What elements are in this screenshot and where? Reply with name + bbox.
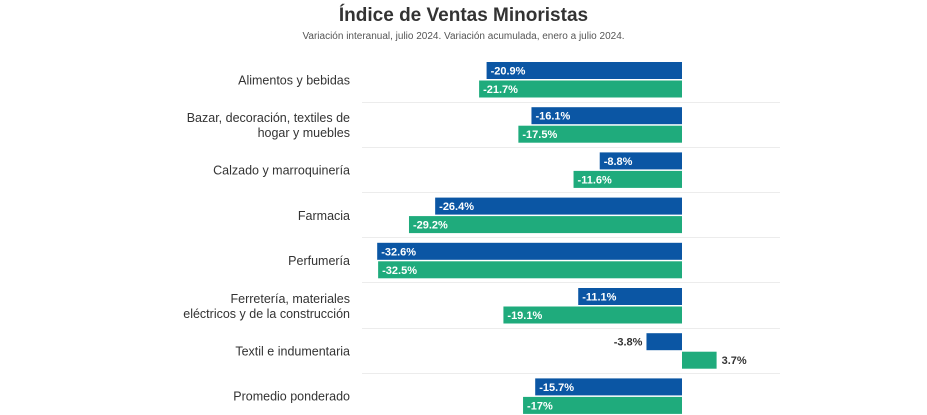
bar [531, 107, 682, 125]
data-label: -11.1% [582, 292, 616, 304]
data-label: -19.1% [507, 310, 542, 322]
category-label: Calzado y marroquinería [213, 164, 350, 178]
data-label: -32.5% [382, 265, 417, 277]
bar [435, 197, 682, 215]
data-label: -8.8% [604, 156, 633, 168]
bar [503, 306, 682, 324]
data-label: -29.2% [413, 220, 448, 232]
data-label: -21.7% [483, 84, 518, 96]
data-label: -32.6% [381, 246, 416, 258]
bar [535, 378, 682, 396]
category-label: Textil e indumentaria [235, 344, 350, 358]
data-label: -16.1% [535, 111, 570, 123]
data-label: -3.8% [614, 337, 643, 349]
bar [578, 288, 682, 305]
bar [378, 261, 682, 279]
data-label: -17.5% [522, 129, 557, 141]
category-label: Alimentos y bebidas [238, 73, 350, 87]
bar [599, 152, 682, 170]
data-label: -20.9% [491, 66, 526, 78]
data-label: -15.7% [539, 382, 574, 394]
category-label: Bazar, decoración, textiles de hogar y mu… [187, 111, 350, 140]
bar [573, 170, 682, 188]
category-label: Perfumería [288, 254, 350, 268]
data-label: -17% [527, 400, 553, 412]
bar [377, 242, 682, 260]
data-label: -11.6% [578, 174, 612, 186]
bar [518, 125, 682, 143]
chart-title: Índice de Ventas Minoristas [338, 5, 589, 26]
bar [682, 351, 717, 369]
category-label: Ferretería, materiales eléctricos y de la… [183, 292, 350, 321]
data-label: 3.7% [722, 355, 747, 367]
chart-subtitle: Variación interanual, julio 2024. Variac… [302, 31, 625, 42]
data-label: -26.4% [439, 201, 474, 213]
bar [486, 62, 682, 79]
bar [479, 80, 682, 98]
bar [646, 333, 682, 351]
category-label: Promedio ponderado [233, 390, 350, 404]
bar [408, 216, 682, 234]
bar [523, 396, 682, 414]
category-label: Farmacia [298, 209, 350, 223]
